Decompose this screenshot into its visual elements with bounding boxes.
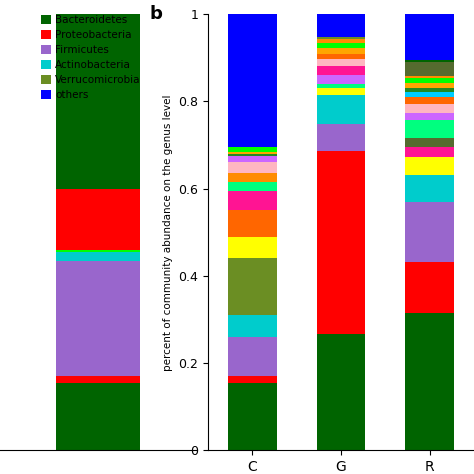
Bar: [228, 182, 277, 191]
Bar: [228, 147, 277, 152]
Bar: [56, 261, 140, 376]
Bar: [317, 88, 365, 95]
Bar: [317, 55, 365, 59]
Bar: [228, 152, 277, 154]
Bar: [317, 48, 365, 55]
Bar: [405, 175, 454, 202]
Bar: [317, 83, 365, 88]
Bar: [405, 63, 454, 76]
Bar: [56, 376, 140, 383]
Bar: [228, 210, 277, 237]
Bar: [228, 163, 277, 173]
Bar: [317, 95, 365, 124]
Bar: [228, 173, 277, 182]
Legend: Bacteroidetes, Proteobacteria, Firmicutes, Actinobacteria, Verrucomicrobia, othe: Bacteroidetes, Proteobacteria, Firmicute…: [41, 15, 141, 100]
Bar: [56, 250, 140, 252]
Bar: [56, 383, 140, 450]
Bar: [405, 83, 454, 88]
Bar: [228, 156, 277, 163]
Bar: [405, 79, 454, 83]
Bar: [317, 334, 365, 450]
Bar: [317, 151, 365, 334]
Bar: [228, 191, 277, 210]
Bar: [228, 258, 277, 315]
Bar: [405, 76, 454, 79]
Bar: [405, 104, 454, 113]
Bar: [228, 376, 277, 383]
Bar: [317, 43, 365, 48]
Bar: [317, 14, 365, 36]
Bar: [405, 147, 454, 156]
Bar: [228, 154, 277, 156]
Bar: [405, 97, 454, 104]
Bar: [405, 262, 454, 312]
Bar: [228, 315, 277, 337]
Bar: [405, 156, 454, 175]
Bar: [228, 237, 277, 258]
Bar: [317, 74, 365, 83]
Bar: [317, 39, 365, 43]
Bar: [405, 202, 454, 262]
Bar: [56, 189, 140, 250]
Y-axis label: percent of community abundance on the genus level: percent of community abundance on the ge…: [163, 94, 173, 371]
Bar: [405, 120, 454, 138]
Text: b: b: [150, 6, 163, 24]
Bar: [405, 14, 454, 60]
Bar: [405, 60, 454, 63]
Bar: [228, 383, 277, 450]
Bar: [405, 113, 454, 120]
Bar: [317, 66, 365, 74]
Bar: [228, 14, 277, 147]
Bar: [405, 312, 454, 450]
Bar: [405, 92, 454, 97]
Bar: [317, 124, 365, 151]
Bar: [317, 36, 365, 39]
Bar: [56, 14, 140, 189]
Bar: [317, 59, 365, 66]
Bar: [228, 337, 277, 376]
Bar: [56, 252, 140, 261]
Bar: [405, 88, 454, 92]
Bar: [405, 138, 454, 147]
